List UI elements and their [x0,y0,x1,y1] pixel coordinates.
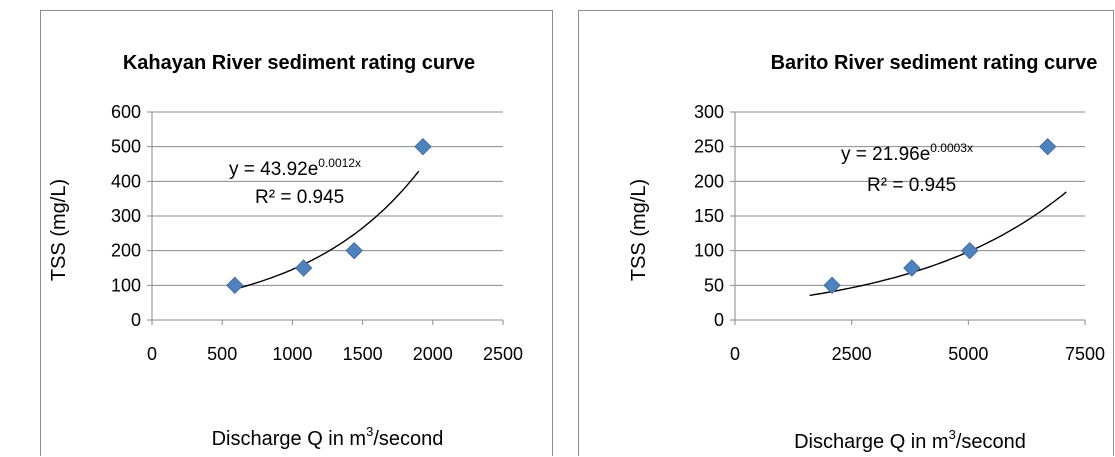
x-axis-label-part: /second [956,431,1026,453]
trendline [809,191,1067,297]
x-tick-label: 5000 [948,344,988,364]
x-axis-label: Discharge Q in m3/second [794,427,1026,453]
x-tick-label: 1500 [343,344,383,364]
y-tick-label: 100 [694,241,724,261]
y-tick-label: 300 [694,102,724,122]
chart-panel-kahayan: Kahayan River sediment rating curve 0 100 2… [40,10,553,456]
chart-title: Barito River sediment rating curve [771,52,1098,74]
y-tick-label: 400 [111,171,141,191]
y-tick-label: 600 [111,102,141,122]
data-point [294,259,313,277]
trendline-equation-base: y = 43.92e [229,159,318,180]
chart-title: Kahayan River sediment rating curve [123,52,475,74]
y-tick-label: 50 [704,275,724,295]
trendline-equation-exponent: 0.0012x [318,156,361,170]
y-tick-label: 0 [131,310,141,330]
y-axis-label: TSS (mg/L) [628,179,650,281]
y-tick-label: 100 [111,275,141,295]
x-axis-label-part: /second [373,428,443,450]
x-tick-label: 1000 [272,344,312,364]
trendline-equation: y = 21.96e0.0003x [841,141,973,165]
x-tick-label: 0 [147,344,157,364]
y-tick-label: 150 [694,206,724,226]
chart-barito-svg: Barito River sediment rating curve 0 50 100… [628,52,1105,453]
x-tick-label: 2500 [832,344,872,364]
chart-kahayan-svg: Kahayan River sediment rating curve 0 100 2… [48,52,523,450]
x-axis-label-part: Discharge Q in m [794,431,949,453]
x-tick-label: 2000 [413,344,453,364]
r-squared-label: R² = 0.945 [867,175,956,196]
trendline [236,170,420,290]
x-tick-label: 7500 [1065,344,1105,364]
y-axis-label: TSS (mg/L) [48,179,70,281]
y-tick-label: 200 [111,241,141,261]
data-point [961,241,979,260]
data-point [345,241,363,260]
y-tick-label: 250 [694,137,724,157]
data-point [903,259,921,277]
trendline-equation-exponent: 0.0003x [930,141,973,155]
x-tick-label: 2500 [483,344,523,364]
y-tick-label: 300 [111,206,141,226]
data-point [1038,137,1057,156]
trendline-equation-base: y = 21.96e [841,144,930,165]
x-tick-label: 500 [207,344,237,364]
y-tick-label: 500 [111,137,141,157]
r-squared-label: R² = 0.945 [255,187,344,208]
x-axis-label: Discharge Q in m3/second [212,424,444,450]
x-axis-label-superscript: 3 [366,424,373,439]
x-axis-label-superscript: 3 [949,427,956,442]
data-point [823,276,841,295]
y-tick-label: 0 [714,310,724,330]
chart-panel-barito: Barito River sediment rating curve 0 50 100… [578,10,1114,456]
data-point [414,137,432,156]
x-axis-label-part: Discharge Q in m [212,428,367,450]
y-tick-label: 200 [694,171,724,191]
trendline-equation: y = 43.92e0.0012x [229,156,361,180]
data-point [226,276,244,295]
x-tick-label: 0 [730,344,740,364]
